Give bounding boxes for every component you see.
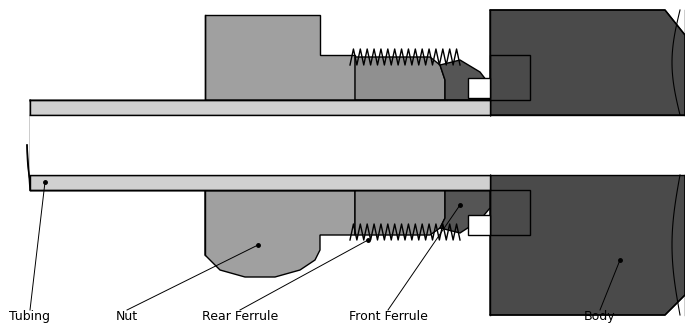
Polygon shape bbox=[440, 190, 490, 233]
Bar bbox=[30, 115, 490, 175]
Polygon shape bbox=[355, 190, 445, 235]
Bar bbox=[30, 175, 490, 190]
Polygon shape bbox=[490, 10, 685, 115]
Polygon shape bbox=[490, 175, 685, 315]
Polygon shape bbox=[355, 57, 445, 100]
Bar bbox=[490, 115, 685, 175]
Polygon shape bbox=[490, 55, 530, 100]
Polygon shape bbox=[490, 190, 530, 235]
Bar bbox=[468, 78, 490, 98]
Polygon shape bbox=[30, 100, 490, 115]
Polygon shape bbox=[205, 190, 355, 277]
Polygon shape bbox=[490, 115, 685, 175]
Bar bbox=[30, 100, 490, 115]
Text: Tubing: Tubing bbox=[10, 310, 51, 323]
Bar bbox=[468, 215, 490, 235]
Text: Nut: Nut bbox=[116, 310, 138, 323]
Polygon shape bbox=[30, 175, 490, 190]
Text: Body: Body bbox=[584, 310, 616, 323]
Text: Rear Ferrule: Rear Ferrule bbox=[202, 310, 278, 323]
Polygon shape bbox=[440, 60, 490, 100]
Bar bbox=[30, 115, 490, 175]
Text: Front Ferrule: Front Ferrule bbox=[349, 310, 427, 323]
Polygon shape bbox=[205, 15, 355, 100]
